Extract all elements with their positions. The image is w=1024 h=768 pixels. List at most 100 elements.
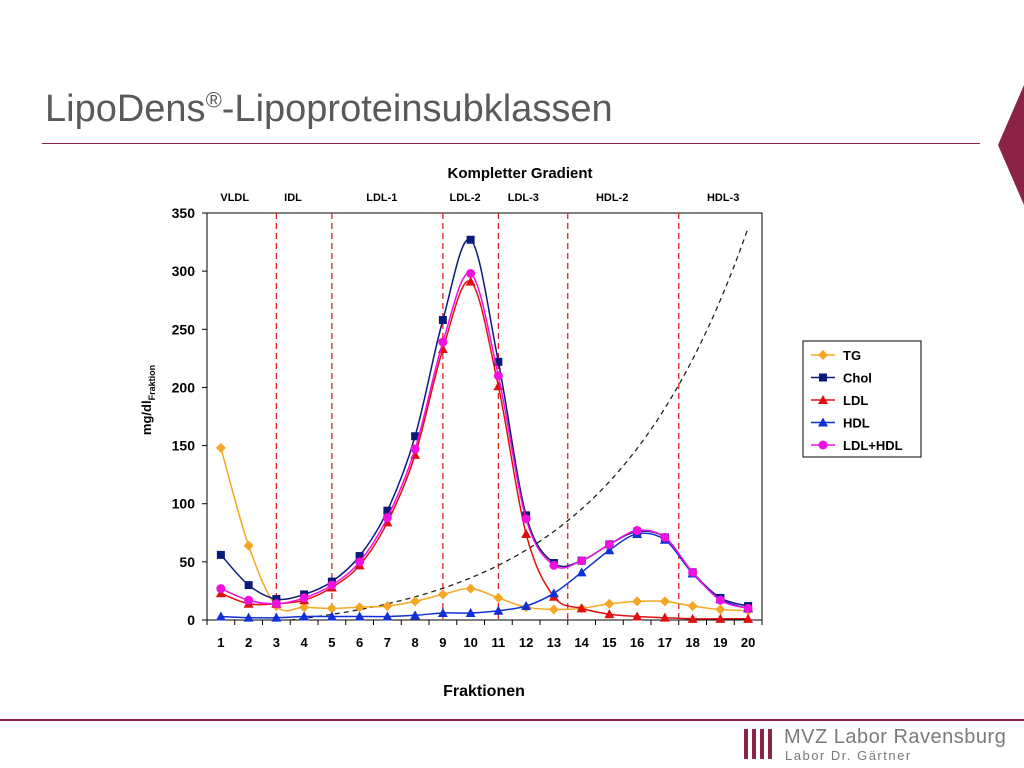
data-point-tg <box>632 596 643 607</box>
data-point-tg <box>299 602 310 613</box>
data-point-tg <box>243 540 254 551</box>
y-axis-label: mg/dlFraktion <box>139 365 157 435</box>
data-point-tg <box>687 601 698 612</box>
y-axis-label-main: mg/dl <box>139 400 154 435</box>
region-label: LDL-1 <box>366 192 397 204</box>
data-point-ldl-hdl <box>549 560 559 570</box>
y-tick-label: 300 <box>172 263 196 279</box>
x-tick-label: 5 <box>328 635 335 650</box>
data-point-tg <box>715 604 726 615</box>
logo-subtitle: Labor Dr. Gärtner <box>785 748 912 763</box>
data-point-ldl-hdl <box>577 556 587 566</box>
data-point-chol <box>244 581 253 590</box>
data-point-ldl <box>659 612 670 622</box>
data-point-ldl-hdl <box>355 557 365 567</box>
data-point-ldl <box>521 528 532 538</box>
data-point-hdl <box>465 608 476 618</box>
data-point-ldl-hdl <box>271 599 281 609</box>
data-point-tg <box>659 596 670 607</box>
registered-mark: ® <box>205 87 222 113</box>
data-point-ldl-hdl <box>466 268 476 278</box>
data-point-hdl <box>326 611 337 621</box>
data-point-hdl <box>493 605 504 615</box>
region-label: HDL-3 <box>707 192 739 204</box>
region-label: HDL-2 <box>596 192 628 204</box>
data-point-chol <box>494 357 503 366</box>
data-point-ldl-hdl <box>660 532 670 542</box>
y-tick-label: 150 <box>172 438 196 454</box>
slide-title-rest: -Lipoproteinsubklassen <box>221 88 613 130</box>
x-tick-label: 10 <box>463 635 477 650</box>
x-tick-label: 1 <box>217 635 224 650</box>
data-point-hdl <box>382 611 393 621</box>
data-point-tg <box>354 602 365 613</box>
data-point-ldl-hdl <box>299 593 309 603</box>
data-point-ldl-hdl <box>216 584 226 594</box>
x-tick-label: 11 <box>492 635 506 650</box>
x-tick-label: 12 <box>519 635 533 650</box>
data-point-tg <box>604 598 615 609</box>
data-point-hdl <box>410 610 421 620</box>
series-line-chol <box>220 238 749 607</box>
legend-label-hdl: HDL <box>843 416 870 431</box>
logo-mark <box>744 729 774 759</box>
data-point-tg <box>326 603 337 614</box>
data-point-ldl <box>715 613 726 623</box>
data-point-tg <box>382 601 393 612</box>
data-point-hdl <box>548 588 559 598</box>
data-point-tg <box>493 592 504 603</box>
data-point-ldl <box>687 613 698 623</box>
legend-label-ldl-hdl: LDL+HDL <box>843 438 903 453</box>
data-point-tg <box>215 442 226 453</box>
legend-label-tg: TG <box>843 348 861 363</box>
data-point-ldl <box>743 613 754 623</box>
data-point-chol <box>466 235 475 244</box>
data-point-ldl-hdl <box>688 567 698 577</box>
x-tick-label: 15 <box>602 635 616 650</box>
data-point-hdl <box>243 612 254 622</box>
footer-divider <box>0 719 1024 721</box>
series-line-hdl <box>220 532 749 619</box>
data-point-ldl <box>465 276 476 286</box>
legend-marker-ldl-hdl <box>818 440 828 450</box>
y-tick-label: 350 <box>172 205 196 221</box>
legend-marker-chol <box>819 373 827 382</box>
data-point-ldl-hdl <box>715 595 725 605</box>
data-point-ldl-hdl <box>410 444 420 454</box>
data-point-hdl <box>604 545 615 555</box>
region-label: LDL-2 <box>449 192 480 204</box>
data-point-chol <box>438 315 447 324</box>
slide-title-main: LipoDens <box>45 88 206 130</box>
data-point-tg <box>410 596 421 607</box>
data-point-hdl <box>299 611 310 621</box>
series-line-ldl <box>220 280 749 620</box>
x-tick-label: 14 <box>574 635 589 650</box>
x-tick-label: 3 <box>273 635 280 650</box>
series-line-tg <box>220 447 749 612</box>
data-point-chol <box>216 550 225 559</box>
region-label: IDL <box>284 192 302 204</box>
data-point-ldl-hdl <box>632 525 642 535</box>
data-point-ldl-hdl <box>244 595 254 605</box>
legend-marker-hdl <box>818 417 828 427</box>
data-point-ldl <box>632 611 643 621</box>
data-point-hdl <box>215 611 226 621</box>
data-point-ldl-hdl <box>382 513 392 523</box>
x-tick-label: 9 <box>439 635 446 650</box>
data-point-ldl-hdl <box>743 603 753 613</box>
x-tick-label: 16 <box>630 635 644 650</box>
lipoprotein-chart: Kompletter Gradient Fraktionen mg/dlFrak… <box>139 165 922 700</box>
x-tick-label: 17 <box>658 635 672 650</box>
x-tick-label: 2 <box>245 635 252 650</box>
x-tick-label: 6 <box>356 635 363 650</box>
data-point-ldl-hdl <box>604 539 614 549</box>
title-divider <box>42 143 980 144</box>
x-tick-label: 4 <box>301 635 309 650</box>
data-point-ldl-hdl <box>493 371 503 381</box>
x-tick-label: 13 <box>547 635 561 650</box>
y-tick-label: 200 <box>172 379 196 395</box>
legend-marker-tg <box>818 350 828 360</box>
data-point-hdl <box>271 612 282 622</box>
y-tick-label: 250 <box>172 321 196 337</box>
region-label: LDL-3 <box>508 192 539 204</box>
